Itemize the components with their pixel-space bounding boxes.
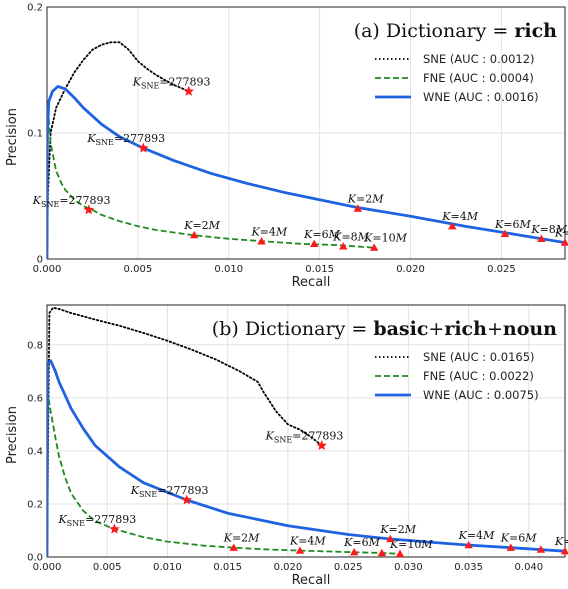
triangle-marker (353, 204, 362, 212)
marker-annotation: K=10M (554, 535, 568, 548)
marker-annotation: KSNE=277893 (57, 513, 136, 528)
marker-annotation: K=10M (363, 232, 407, 245)
x-tick-label: 0.030 (394, 562, 423, 573)
legend-entry: SNE (AUC : 0.0012) (423, 52, 535, 66)
x-tick-label: 0.015 (305, 264, 334, 275)
triangle-marker (506, 543, 515, 551)
x-tick-label: 0.010 (214, 264, 243, 275)
x-tick-label: 0.005 (93, 562, 122, 573)
triangle-marker (537, 234, 546, 242)
y-tick-label: 0 (37, 255, 43, 266)
x-tick-label: 0.025 (487, 264, 516, 275)
legend-entry: WNE (AUC : 0.0016) (423, 90, 539, 104)
marker-annotation: KSNE=277893 (86, 132, 165, 147)
marker-annotation: K=2M (183, 219, 220, 232)
triangle-marker (536, 545, 546, 553)
x-tick-label: 0.020 (274, 562, 303, 573)
series-line-fne (47, 391, 401, 557)
marker-annotation: K=10M (389, 538, 433, 551)
x-tick-label: 0.015 (213, 562, 242, 573)
marker-annotation: KSNE=277893 (132, 75, 211, 90)
y-axis-title: Precision (5, 406, 20, 464)
marker-annotation: K=6M (303, 228, 340, 241)
star-marker (109, 523, 120, 534)
marker-annotation: KSNE=277893 (32, 194, 111, 209)
marker-annotation: K=8M (530, 223, 567, 236)
legend-entry: FNE (AUC : 0.0022) (423, 369, 534, 383)
triangle-marker (395, 549, 405, 557)
legend: SNE (AUC : 0.0165) FNE (AUC : 0.0022) WNE … (375, 350, 539, 402)
marker-annotation: K=6M (343, 536, 380, 549)
legend-entry: WNE (AUC : 0.0075) (423, 388, 539, 402)
panel-b: 0.000 0.005 0.010 0.015 0.020 0.025 0.030 0.035… (5, 304, 568, 588)
y-tick-label: 0.6 (27, 393, 43, 404)
star-marker (181, 494, 192, 505)
y-tick-label: 0.2 (27, 3, 43, 14)
triangle-marker (464, 540, 473, 549)
y-tick-label: 0.1 (27, 129, 43, 140)
marker-annotation: K=2M (347, 193, 384, 206)
x-tick-label: 0.040 (515, 562, 544, 573)
triangle-marker (257, 237, 266, 245)
star-marker (183, 85, 194, 96)
legend-entry: SNE (AUC : 0.0165) (423, 350, 535, 364)
x-tick-label: 0.000 (33, 264, 62, 275)
marker-annotation: K=6M (494, 218, 531, 231)
y-tick-label: 0.4 (27, 446, 43, 457)
x-tick-label: 0.005 (124, 264, 153, 275)
x-axis-title: Recall (292, 573, 331, 588)
triangle-marker (309, 239, 319, 248)
triangle-marker (369, 243, 379, 251)
triangle-marker (560, 546, 568, 555)
panel-title: (b) Dictionary = basic+rich+noun (212, 318, 557, 340)
panel-title: (a) Dictionary = rich (354, 20, 557, 42)
triangle-marker (190, 230, 199, 239)
x-tick-label: 0.020 (396, 264, 425, 275)
star-marker (138, 142, 149, 153)
star-marker (316, 440, 327, 451)
triangle-marker (295, 546, 305, 554)
triangle-marker (339, 242, 348, 250)
triangle-marker (448, 222, 457, 230)
triangle-marker (229, 543, 238, 551)
marker-annotation: K=2M (379, 523, 416, 536)
y-tick-label: 0.0 (27, 553, 43, 564)
y-axis-title: Precision (5, 108, 20, 166)
x-tick-label: 0.000 (33, 562, 62, 573)
series-line-wne (47, 359, 566, 557)
triangle-marker (377, 548, 387, 557)
marker-annotation: K=4M (458, 529, 495, 542)
marker-annotation: K=8M (332, 230, 369, 243)
star-marker (83, 204, 95, 215)
marker-annotation: K=10M (554, 227, 568, 240)
marker-annotation: K=4M (250, 225, 287, 238)
x-tick-label: 0.035 (454, 562, 483, 573)
y-tick-label: 0.2 (27, 499, 43, 510)
series-line-sne (47, 306, 323, 557)
legend-entry: FNE (AUC : 0.0004) (423, 71, 534, 85)
marker-annotation: K=4M (441, 210, 478, 223)
y-tick-label: 0.8 (27, 340, 43, 351)
x-tick-label: 0.010 (153, 562, 182, 573)
triangle-marker (349, 548, 359, 556)
legend: SNE (AUC : 0.0012) FNE (AUC : 0.0004) WNE … (375, 52, 539, 104)
triangle-marker (386, 534, 395, 543)
series-line-fne (47, 106, 375, 259)
marker-annotation: KSNE=277893 (265, 430, 344, 445)
marker-annotation: K=2M (223, 532, 260, 545)
triangle-marker (560, 238, 568, 246)
x-tick-label: 0.025 (334, 562, 363, 573)
panel-a: 0.000 0.005 0.010 0.015 0.020 0.025 0 0.1 0.2 Rec… (5, 3, 568, 290)
triangle-marker (500, 229, 510, 237)
marker-annotation: K=4M (289, 535, 326, 548)
marker-annotation: KSNE=277893 (130, 484, 209, 499)
x-axis-title: Recall (292, 275, 331, 290)
series-line-sne (47, 41, 190, 259)
marker-annotation: K=6M (500, 532, 537, 545)
